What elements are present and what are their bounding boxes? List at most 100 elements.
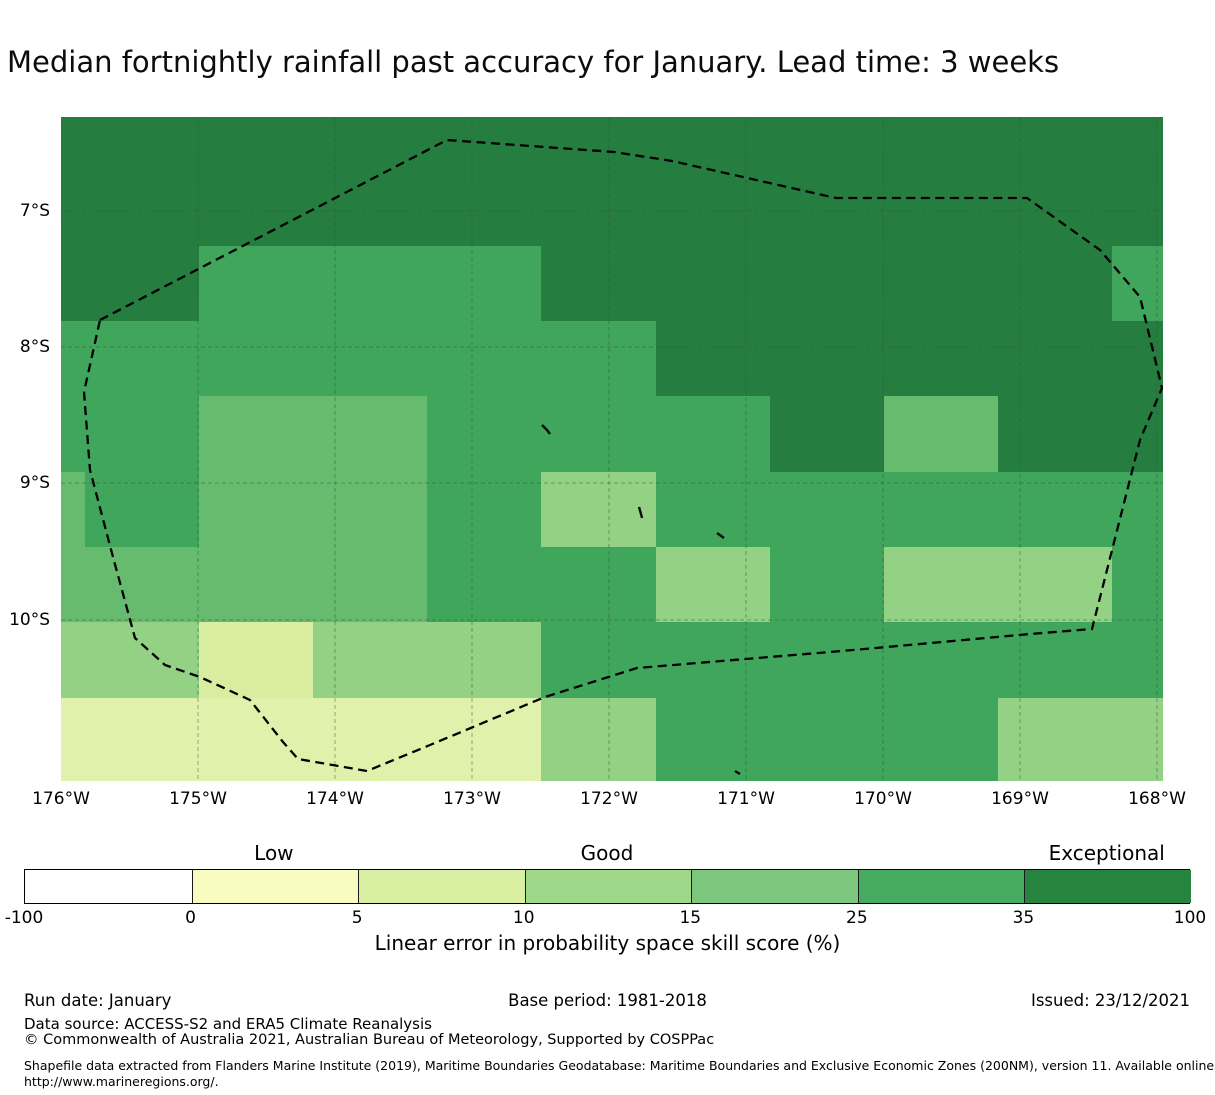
heatmap-cell — [884, 396, 998, 472]
heatmap-cell — [656, 117, 770, 246]
heatmap-cell — [427, 117, 541, 246]
island-mark — [637, 506, 644, 519]
heatmap-cell — [313, 321, 427, 396]
heatmap-cell — [427, 622, 541, 698]
heatmap-cell — [199, 547, 313, 622]
heatmap-cell — [884, 321, 998, 396]
heatmap-cell — [1112, 547, 1163, 622]
heatmap-cell — [199, 472, 313, 547]
heatmap-cell — [998, 117, 1112, 246]
heatmap-cells — [61, 117, 1163, 781]
heatmap-cell — [770, 117, 884, 246]
heatmap-cell — [61, 622, 85, 698]
heatmap-cell — [541, 321, 656, 396]
colorbar-tick-label: 5 — [351, 908, 363, 928]
colorbar-segment — [524, 870, 692, 903]
lon-tick-label: 172°W — [580, 789, 638, 809]
heatmap-cell — [313, 622, 427, 698]
heatmap-cell — [427, 547, 541, 622]
heatmap-cell — [770, 396, 884, 472]
heatmap-cell — [85, 396, 199, 472]
colorbar-tick-label: 10 — [512, 908, 535, 928]
heatmap-cell — [884, 246, 998, 321]
heatmap-cell — [770, 622, 884, 698]
heatmap-cell — [313, 547, 427, 622]
heatmap-cell — [1112, 622, 1163, 698]
heatmap-cell — [998, 246, 1112, 321]
colorbar-tick-label: 0 — [185, 908, 196, 928]
heatmap-cell — [998, 396, 1112, 472]
run-date-text: Run date: January — [24, 991, 172, 1010]
lon-tick-label: 175°W — [169, 789, 227, 809]
heatmap-cell — [541, 622, 656, 698]
heatmap-cell — [998, 472, 1112, 547]
heatmap-cell — [656, 472, 770, 547]
heatmap-cell — [85, 472, 199, 547]
heatmap-cell — [61, 117, 85, 246]
heatmap-cell — [656, 622, 770, 698]
map-overlay — [61, 117, 1163, 781]
heatmap-cell — [313, 698, 427, 781]
shapefile-note-line2: http://www.marineregions.org/. — [24, 1074, 219, 1089]
heatmap-cell — [313, 117, 427, 246]
heatmap-cell — [85, 547, 199, 622]
island-mark — [541, 424, 551, 435]
lon-tick-label: 170°W — [854, 789, 912, 809]
heatmap-cell — [884, 698, 998, 781]
base-period-text: Base period: 1981-2018 — [508, 991, 707, 1010]
heatmap-cell — [61, 246, 85, 321]
eez-boundary-line — [82, 138, 1163, 773]
heatmap-cell — [656, 321, 770, 396]
heatmap-cell — [770, 547, 884, 622]
heatmap-cell — [61, 396, 85, 472]
colorbar — [24, 869, 1191, 904]
heatmap-cell — [1112, 246, 1163, 321]
heatmap-cell — [61, 472, 85, 547]
colorbar-segment — [358, 870, 525, 903]
heatmap-cell — [541, 117, 656, 246]
heatmap-cell — [884, 472, 998, 547]
heatmap-cell — [61, 547, 85, 622]
heatmap-cell — [656, 547, 770, 622]
colorbar-tick-label: 15 — [679, 908, 702, 928]
island-mark — [734, 769, 741, 776]
heatmap-cell — [85, 321, 199, 396]
heatmap-cell — [199, 396, 313, 472]
heatmap-cell — [1112, 396, 1163, 472]
heatmap-cell — [656, 698, 770, 781]
heatmap-cell — [85, 622, 199, 698]
heatmap-cell — [427, 321, 541, 396]
lat-tick-label: 8°S — [19, 337, 50, 357]
heatmap-cell — [427, 396, 541, 472]
heatmap-cell — [998, 321, 1112, 396]
heatmap-cell — [541, 547, 656, 622]
lon-tick-label: 168°W — [1128, 789, 1186, 809]
lat-tick-label: 10°S — [9, 610, 50, 630]
heatmap-cell — [541, 246, 656, 321]
heatmap-cell — [884, 117, 998, 246]
shapefile-note-line1: Shapefile data extracted from Flanders M… — [24, 1058, 1215, 1073]
lon-tick-label: 169°W — [991, 789, 1049, 809]
heatmap-cell — [199, 117, 313, 246]
heatmap-cell — [85, 698, 199, 781]
heatmap-cell — [313, 246, 427, 321]
heatmap-cell — [427, 246, 541, 321]
heatmap-cell — [85, 117, 199, 246]
heatmap-cell — [541, 396, 656, 472]
colorbar-tick-label: 35 — [1012, 908, 1035, 928]
lat-tick-label: 7°S — [19, 201, 50, 221]
heatmap-cell — [656, 396, 770, 472]
heatmap-cell — [199, 321, 313, 396]
heatmap-cell — [1112, 472, 1163, 547]
colorbar-segment — [691, 870, 858, 903]
copyright-text: © Commonwealth of Australia 2021, Austra… — [24, 1032, 715, 1048]
rainfall-accuracy-heatmap — [61, 117, 1163, 781]
colorbar-segment — [191, 870, 359, 903]
heatmap-cell — [770, 321, 884, 396]
heatmap-cell — [541, 472, 656, 547]
issued-date-text: Issued: 23/12/2021 — [1030, 991, 1190, 1010]
colorbar-category-label: Low — [254, 841, 294, 865]
lon-tick-label: 173°W — [443, 789, 501, 809]
island-mark — [716, 532, 725, 539]
colorbar-caption: Linear error in probability space skill … — [374, 931, 841, 955]
